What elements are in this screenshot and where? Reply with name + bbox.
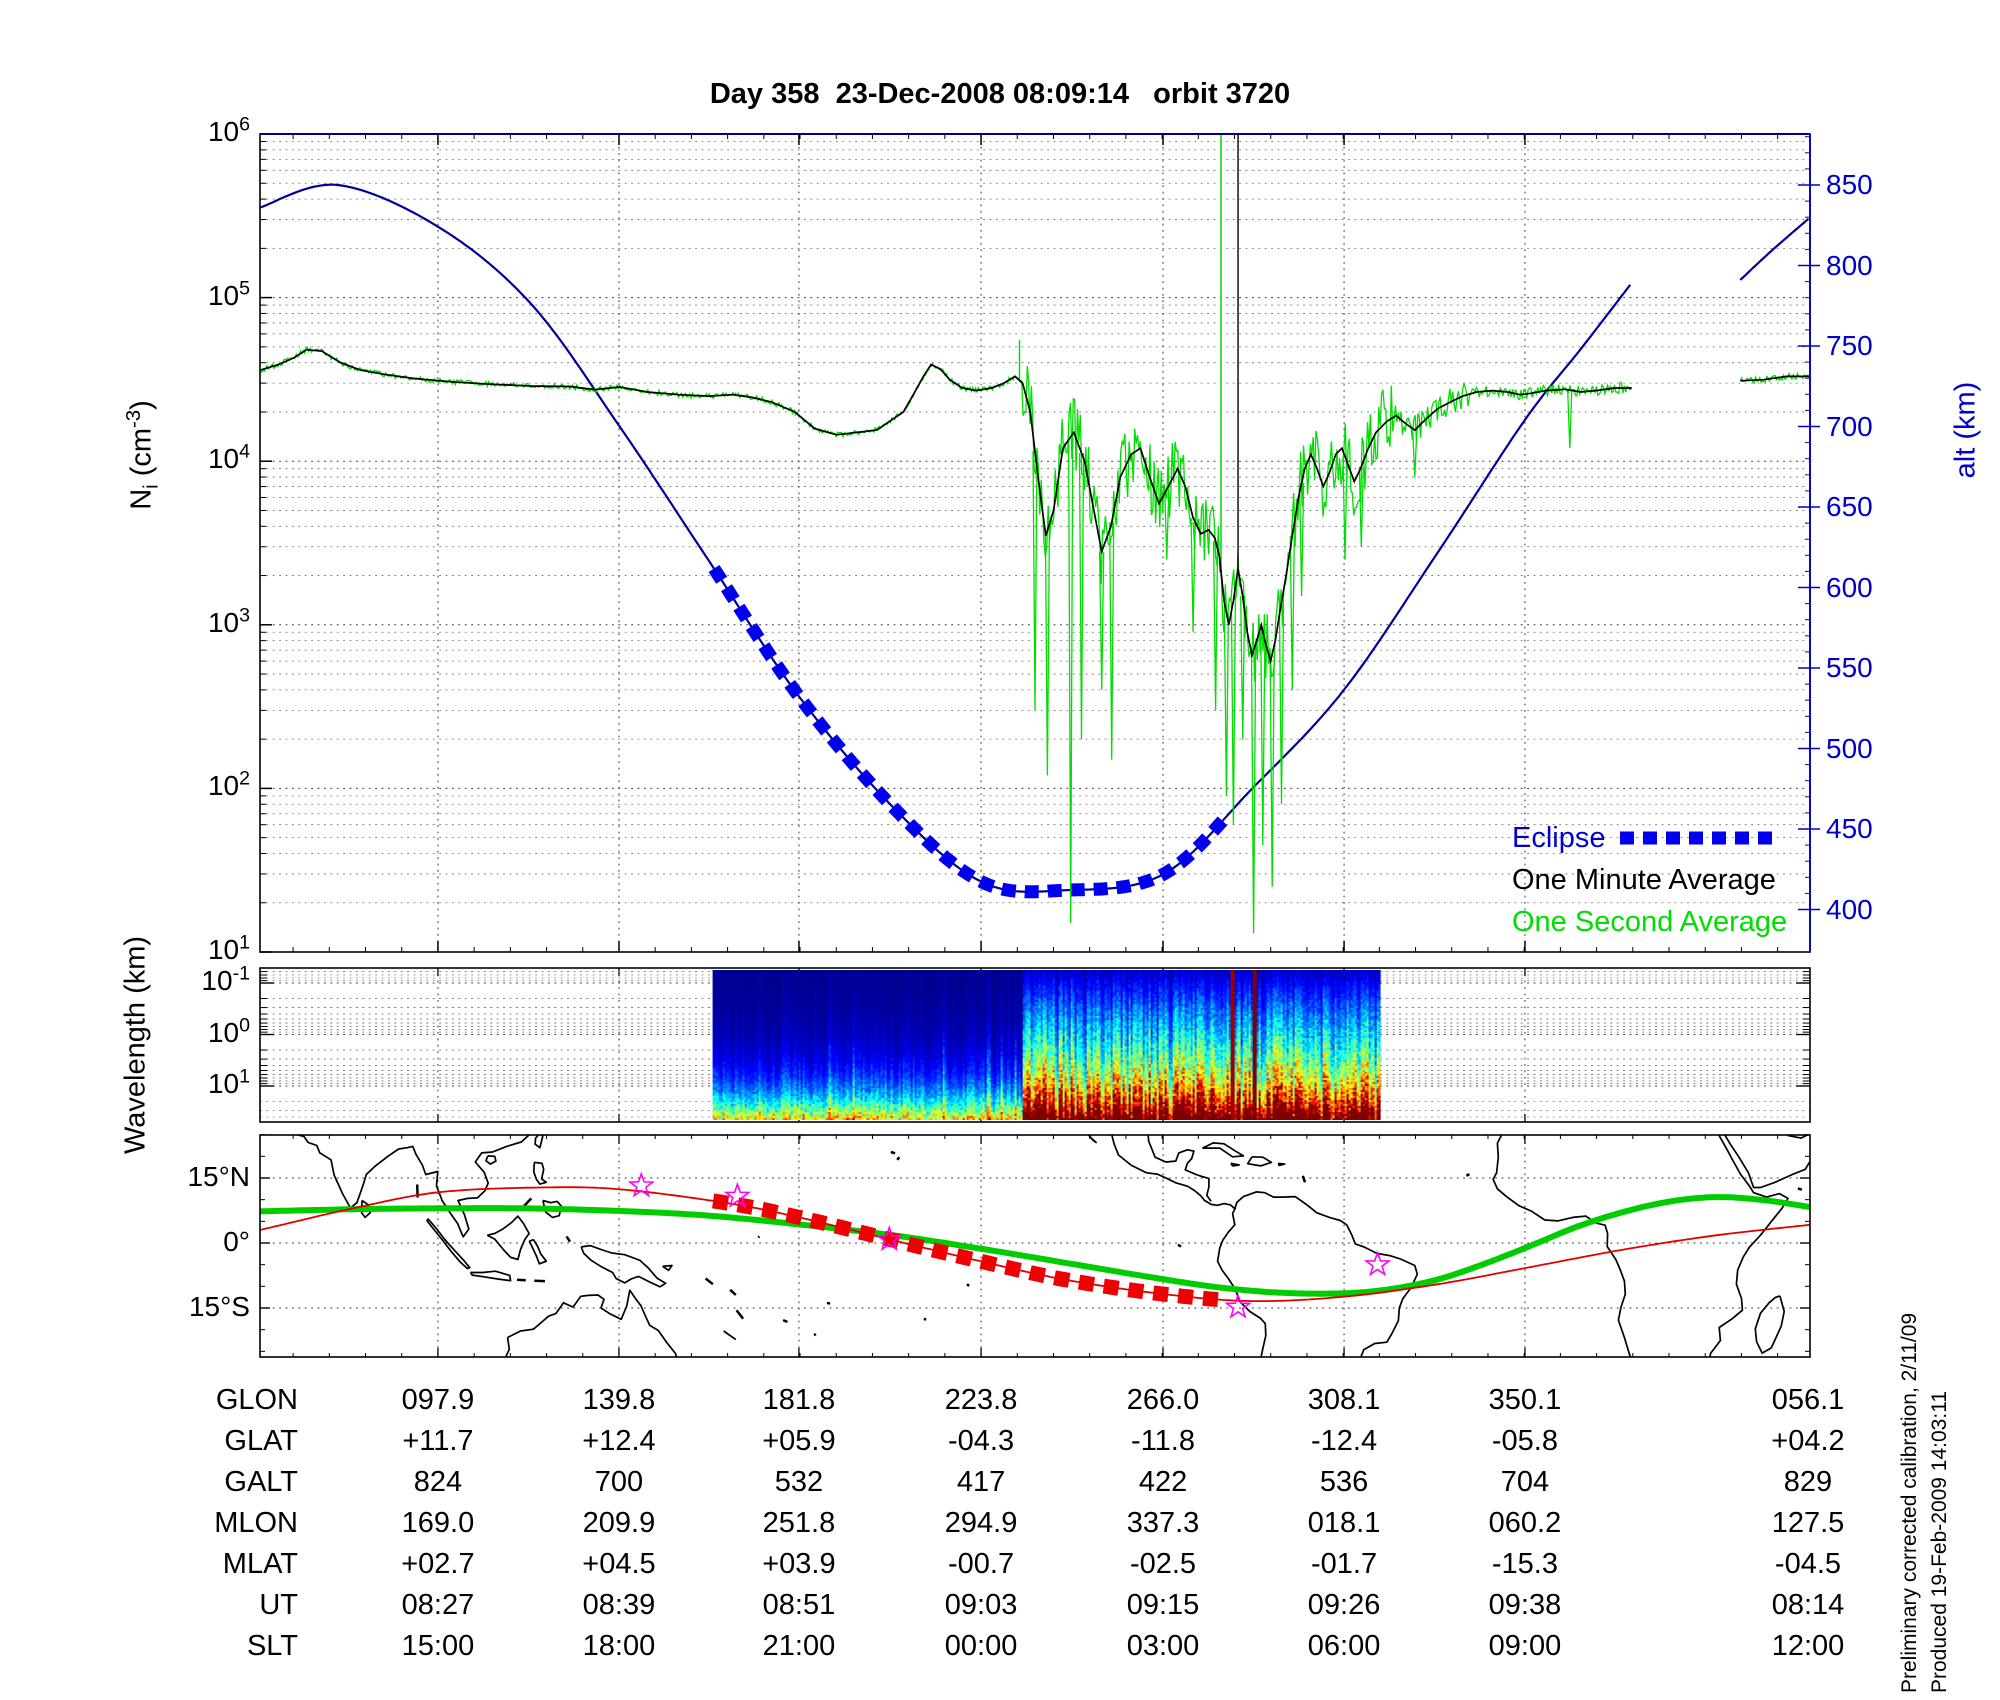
altitude-tick-label: 750 — [1826, 330, 1873, 361]
table-cell: 139.8 — [582, 1384, 656, 1416]
wavelength-axis-label: Wavelength (km) — [119, 935, 152, 1155]
wavelength-tick-label: 101 — [207, 1065, 250, 1099]
table-cell: 308.1 — [1307, 1384, 1381, 1416]
ground-track-map-panel — [260, 1135, 1810, 1357]
table-cell: 704 — [1500, 1466, 1550, 1498]
density-altitude-panel — [259, 133, 1820, 1357]
table-cell: 532 — [774, 1466, 824, 1498]
table-cell: -04.5 — [1774, 1548, 1842, 1580]
table-cell: 03:00 — [1126, 1630, 1200, 1662]
table-row-label: MLON — [214, 1507, 298, 1539]
table-cell: 097.9 — [401, 1384, 475, 1416]
table-cell: +11.7 — [402, 1425, 474, 1457]
altitude-tick-label: 850 — [1826, 169, 1873, 200]
table-cell: 21:00 — [762, 1630, 836, 1662]
density-axis-label: Ni (cm-3) — [122, 400, 163, 510]
footer-calibration-note: Preliminary corrected calibration, 2/11/… — [1898, 1312, 1921, 1693]
table-cell: 09:15 — [1126, 1589, 1200, 1621]
density-tick-label: 105 — [207, 277, 250, 311]
table-cell: 824 — [413, 1466, 463, 1498]
density-tick-label: 102 — [207, 768, 250, 802]
table-cell: 060.2 — [1488, 1507, 1562, 1539]
table-cell: 536 — [1319, 1466, 1369, 1498]
altitude-axis-label: alt (km) — [1949, 381, 1982, 479]
table-cell: 15:00 — [401, 1630, 475, 1662]
table-cell: -00.7 — [947, 1548, 1015, 1580]
latitude-tick-label: 15°S — [188, 1290, 250, 1322]
page-title: Day 358 23-Dec-2008 08:09:14 orbit 3720 — [709, 78, 1291, 110]
legend-one-second-label: One Second Average — [1512, 906, 1788, 938]
table-cell: 08:39 — [582, 1589, 656, 1621]
altitude-tick-label: 650 — [1826, 491, 1873, 522]
table-cell: 18:00 — [582, 1630, 656, 1662]
density-tick-label: 103 — [207, 604, 250, 638]
table-cell: 700 — [594, 1466, 644, 1498]
altitude-tick-label: 450 — [1826, 813, 1873, 844]
table-cell: +02.7 — [401, 1548, 475, 1580]
wavelength-spectrogram-panel — [259, 967, 1811, 1123]
density-tick-label: 106 — [207, 113, 250, 147]
density-tick-label: 104 — [207, 440, 250, 475]
table-cell: 181.8 — [762, 1384, 836, 1416]
table-cell: 08:14 — [1771, 1589, 1845, 1621]
table-cell: 266.0 — [1126, 1384, 1200, 1416]
table-cell: +05.9 — [762, 1425, 836, 1457]
wavelength-tick-label: 10-1 — [201, 962, 250, 996]
table-cell: 06:00 — [1307, 1630, 1381, 1662]
density-tick-label: 101 — [207, 931, 250, 965]
latitude-tick-label: 0° — [223, 1226, 250, 1257]
table-cell: +03.9 — [762, 1548, 836, 1580]
table-cell: +04.5 — [582, 1548, 656, 1580]
table-cell: 127.5 — [1771, 1507, 1845, 1539]
table-cell: 00:00 — [944, 1630, 1018, 1662]
altitude-tick-label: 800 — [1826, 249, 1873, 281]
wavelength-tick-label: 100 — [207, 1014, 250, 1048]
table-row-label: MLAT — [222, 1548, 298, 1580]
table-cell: -02.5 — [1129, 1548, 1197, 1580]
altitude-tick-label: 700 — [1826, 410, 1873, 442]
table-cell: 422 — [1138, 1466, 1188, 1498]
table-row-label: GALT — [224, 1466, 298, 1498]
table-row-label: GLON — [215, 1384, 298, 1416]
latitude-tick-label: 15°N — [187, 1161, 250, 1192]
altitude-tick-label: 500 — [1826, 732, 1873, 764]
table-cell: 350.1 — [1488, 1384, 1562, 1416]
altitude-tick-label: 550 — [1826, 652, 1873, 683]
table-row-label: GLAT — [224, 1425, 298, 1457]
table-cell: 337.3 — [1126, 1507, 1200, 1539]
legend-eclipse-label: Eclipse — [1512, 822, 1606, 854]
altitude-tick-label: 400 — [1826, 893, 1873, 925]
table-cell: 12:00 — [1771, 1630, 1845, 1662]
altitude-tick-label: 600 — [1826, 571, 1873, 603]
table-cell: 09:03 — [944, 1589, 1018, 1621]
table-cell: 209.9 — [582, 1507, 656, 1539]
table-cell: +04.2 — [1771, 1425, 1845, 1457]
table-cell: 08:27 — [401, 1589, 475, 1621]
table-row-label: SLT — [246, 1630, 298, 1662]
table-cell: 018.1 — [1307, 1507, 1381, 1539]
table-cell: 417 — [956, 1466, 1006, 1498]
table-cell: 056.1 — [1771, 1384, 1845, 1416]
table-cell: -01.7 — [1311, 1548, 1378, 1580]
table-row-label: UT — [259, 1589, 298, 1621]
table-cell: +12.4 — [582, 1425, 656, 1457]
legend-one-minute-label: One Minute Average — [1512, 864, 1776, 896]
footer-produced-note: Produced 19-Feb-2009 14:03:11 — [1928, 1391, 1951, 1693]
table-cell: 829 — [1783, 1466, 1833, 1498]
table-cell: -05.8 — [1491, 1425, 1558, 1457]
table-cell: 169.0 — [401, 1507, 475, 1539]
table-cell: 09:38 — [1488, 1589, 1562, 1621]
table-cell: -04.3 — [947, 1425, 1015, 1457]
table-cell: 08:51 — [762, 1589, 836, 1621]
table-cell: 251.8 — [762, 1507, 836, 1539]
table-cell: 223.8 — [944, 1384, 1018, 1416]
table-cell: -11.8 — [1131, 1425, 1195, 1457]
table-cell: 09:26 — [1307, 1589, 1381, 1621]
table-cell: 294.9 — [944, 1507, 1018, 1539]
table-cell: -12.4 — [1311, 1425, 1378, 1457]
table-cell: -15.3 — [1491, 1548, 1558, 1580]
table-cell: 09:00 — [1488, 1630, 1562, 1662]
